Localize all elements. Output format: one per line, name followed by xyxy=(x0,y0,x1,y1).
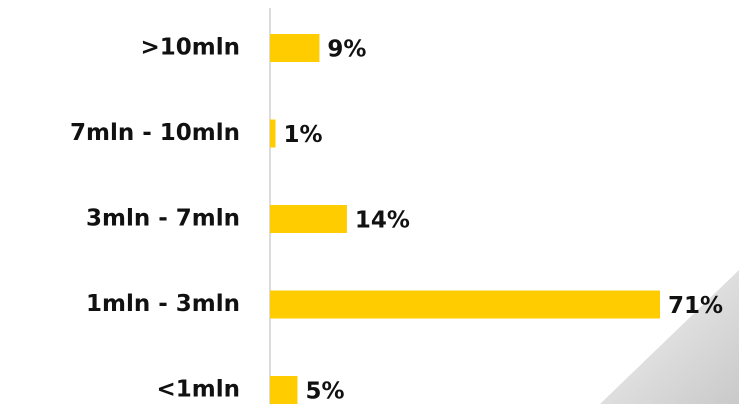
background-decoration xyxy=(600,270,739,404)
value-label: 71% xyxy=(668,293,723,319)
value-label: 14% xyxy=(355,208,410,234)
category-label: <1mln xyxy=(157,377,241,403)
bar xyxy=(270,119,276,148)
category-label: >10mln xyxy=(140,35,240,61)
value-label: 5% xyxy=(305,379,344,404)
category-label: 3mln - 7mln xyxy=(86,206,240,232)
category-label: 1mln - 3mln xyxy=(86,291,240,317)
category-label: 7mln - 10mln xyxy=(70,120,240,146)
bar xyxy=(270,34,320,62)
value-label: 1% xyxy=(283,122,322,148)
bar xyxy=(270,376,298,404)
bar xyxy=(270,205,347,233)
value-label: 9% xyxy=(327,37,366,63)
bar xyxy=(270,290,660,319)
